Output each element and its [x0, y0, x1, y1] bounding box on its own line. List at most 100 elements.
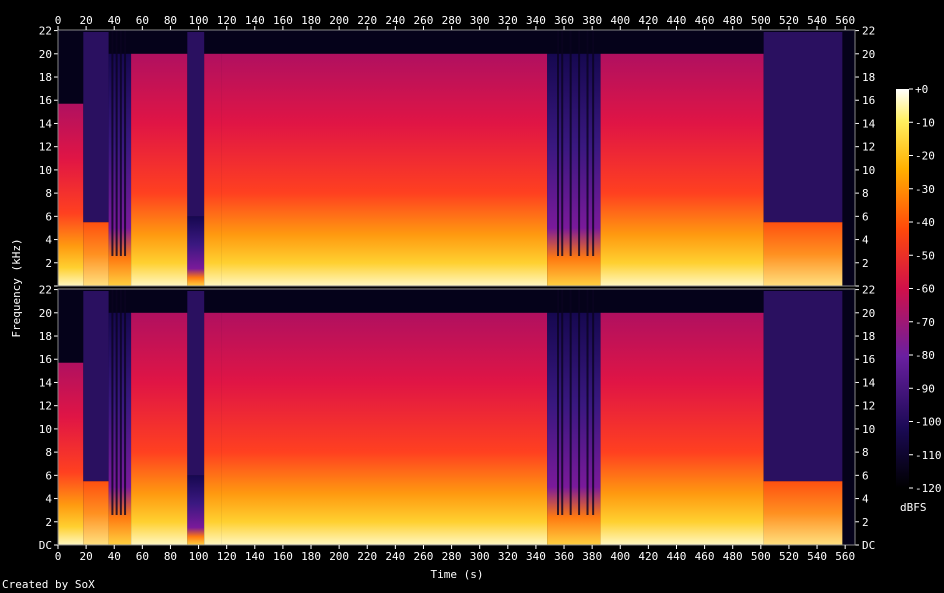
- spectrogram-gap: [586, 30, 589, 256]
- x-tick-label-top: 540: [807, 14, 827, 27]
- spectrogram-gap: [119, 289, 122, 515]
- x-tick-label-bottom: 460: [695, 550, 715, 563]
- colorbar-gradient: [896, 89, 909, 488]
- spectrogram-upper-band: [83, 32, 109, 223]
- y-tick-label-right: 16: [862, 353, 875, 366]
- x-tick-label-top: 400: [610, 14, 630, 27]
- x-tick-label-bottom: 360: [554, 550, 574, 563]
- spectrogram-segment: [131, 312, 188, 545]
- y-tick-label: 2: [45, 257, 52, 270]
- y-tick-label-right: 2: [862, 516, 869, 529]
- y-tick-label-right: 12: [862, 141, 875, 154]
- x-tick-label-bottom: 180: [301, 550, 321, 563]
- x-tick-label-top: 100: [189, 14, 209, 27]
- x-tick-label-top: 160: [273, 14, 293, 27]
- x-tick-label-top: 440: [667, 14, 687, 27]
- colorbar-tick-label: -70: [915, 316, 935, 329]
- x-tick-label-top: 320: [498, 14, 518, 27]
- spectrogram-segment: [600, 53, 764, 287]
- y-tick-label: 10: [39, 164, 52, 177]
- y-tick-label-right: 4: [862, 234, 869, 247]
- spectrogram-segment: [58, 362, 84, 545]
- y-tick-label: 22: [39, 284, 52, 297]
- y-tick-label: 20: [39, 307, 52, 320]
- x-tick-label-bottom: 560: [835, 550, 855, 563]
- x-tick-label-bottom: 280: [442, 550, 462, 563]
- colorbar-tick-label: -100: [915, 416, 942, 429]
- y-tick-label-right: 16: [862, 94, 875, 107]
- spectrogram-segment: [204, 53, 222, 287]
- x-tick-label-bottom: 340: [526, 550, 546, 563]
- spectrogram-upper-band: [83, 291, 109, 482]
- spectrogram-gap: [578, 289, 581, 515]
- x-tick-label-bottom: 40: [108, 550, 121, 563]
- spectrogram-segment: [221, 53, 548, 287]
- colorbar-tick-label: -80: [915, 349, 935, 362]
- y-tick-label-right: 8: [862, 187, 869, 200]
- x-tick-label-bottom: 320: [498, 550, 518, 563]
- x-tick-label-top: 40: [108, 14, 121, 27]
- spectrogram-segment: [600, 312, 764, 545]
- y-tick-label: 20: [39, 48, 52, 61]
- spectrogram-segment: [547, 312, 601, 545]
- y-tick-label-right: 12: [862, 400, 875, 413]
- y-tick-label-right: 20: [862, 307, 875, 320]
- spectrogram-segment: [763, 222, 843, 286]
- spectrogram-gap: [592, 289, 595, 515]
- x-tick-label-top: 520: [779, 14, 799, 27]
- spectrogram-gap: [111, 30, 114, 256]
- y-tick-label-right: DC: [862, 539, 875, 552]
- y-tick-label-right: 6: [862, 210, 869, 223]
- spectrogram-gap: [124, 289, 127, 515]
- x-tick-label-bottom: 80: [164, 550, 177, 563]
- spectrogram-gap: [561, 289, 564, 515]
- spectrogram-segment: [547, 53, 601, 287]
- y-axis-title: Frequency (kHz): [10, 238, 23, 337]
- x-tick-label-bottom: 500: [751, 550, 771, 563]
- x-axis-title: Time (s): [431, 568, 484, 581]
- x-tick-label-top: 20: [79, 14, 92, 27]
- x-tick-label-top: 60: [136, 14, 149, 27]
- channel-1-spectrogram: [58, 30, 855, 287]
- spectrogram-gap: [569, 289, 572, 515]
- x-tick-label-bottom: 140: [245, 550, 265, 563]
- x-tick-label-bottom: 20: [79, 550, 92, 563]
- x-tick-label-top: 460: [695, 14, 715, 27]
- channel-2-spectrogram: [58, 289, 855, 545]
- x-tick-label-top: 80: [164, 14, 177, 27]
- colorbar-tick-label: -40: [915, 216, 935, 229]
- y-tick-label: 18: [39, 330, 52, 343]
- spectrogram-segment: [187, 216, 205, 286]
- x-tick-label-top: 120: [217, 14, 237, 27]
- y-tick-label: 12: [39, 141, 52, 154]
- y-tick-label-right: 10: [862, 423, 875, 436]
- x-tick-label-bottom: 160: [273, 550, 293, 563]
- x-tick-label-top: 0: [55, 14, 62, 27]
- x-tick-label-bottom: 120: [217, 550, 237, 563]
- colorbar-title: dBFS: [900, 501, 927, 514]
- y-tick-label: 14: [39, 376, 53, 389]
- y-tick-label: 8: [45, 187, 52, 200]
- x-tick-label-top: 140: [245, 14, 265, 27]
- y-tick-label-right: 14: [862, 376, 876, 389]
- colorbar-tick-label: -120: [915, 482, 942, 495]
- spectrogram-gap: [578, 30, 581, 256]
- y-tick-label: DC: [39, 539, 52, 552]
- spectrogram-segment: [83, 222, 109, 286]
- y-tick-label: 2: [45, 516, 52, 529]
- x-tick-label-bottom: 100: [189, 550, 209, 563]
- x-tick-label-bottom: 420: [638, 550, 658, 563]
- x-tick-label-bottom: 220: [357, 550, 377, 563]
- y-tick-label-right: 22: [862, 284, 875, 297]
- y-tick-label-right: 18: [862, 330, 875, 343]
- colorbar-tick-label: -60: [915, 283, 935, 296]
- y-tick-label-right: 14: [862, 117, 876, 130]
- x-tick-label-top: 260: [414, 14, 434, 27]
- y-tick-label: 12: [39, 400, 52, 413]
- spectrogram-upper-band: [763, 32, 843, 223]
- spectrogram-gap: [557, 289, 560, 515]
- colorbar-tick-label: -50: [915, 249, 935, 262]
- spectrogram-segment: [221, 312, 548, 545]
- x-tick-label-top: 200: [329, 14, 349, 27]
